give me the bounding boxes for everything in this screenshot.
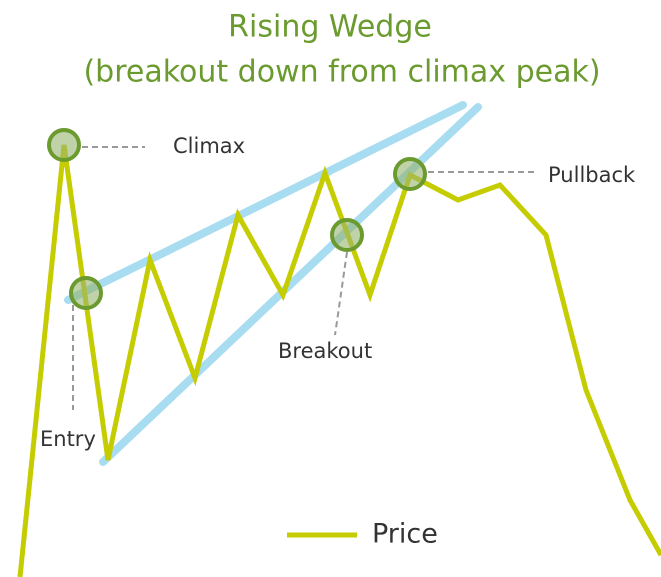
legend-label: Price (372, 519, 438, 550)
entry-marker (69, 276, 103, 310)
breakout-marker (330, 218, 364, 252)
title: Rising Wedge (228, 10, 432, 45)
upper-trendline (64, 101, 467, 304)
pullback-marker (393, 157, 427, 191)
leader-line (334, 251, 348, 336)
climax-marker (47, 128, 81, 162)
subtitle: (breakout down from climax peak) (83, 55, 600, 90)
entry-label: Entry (40, 427, 96, 451)
climax-label: Climax (173, 134, 245, 158)
pullback-label: Pullback (548, 163, 636, 187)
breakout-label: Breakout (278, 339, 372, 363)
